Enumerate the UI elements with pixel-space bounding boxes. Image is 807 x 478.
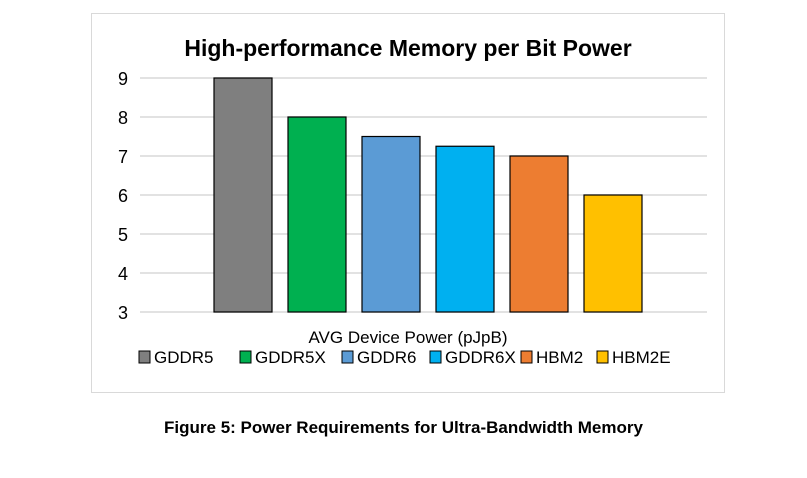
y-tick-label: 9 — [118, 69, 128, 89]
chart-frame — [91, 13, 725, 393]
legend-label: GDDR5X — [255, 348, 326, 367]
legend-label: HBM2 — [536, 348, 583, 367]
legend-swatch — [239, 350, 252, 364]
legend-swatch — [520, 350, 533, 364]
bar-gddr6x — [435, 145, 495, 313]
legend-swatch — [429, 350, 442, 364]
y-tick-label: 4 — [118, 264, 128, 284]
legend-label: HBM2E — [612, 348, 671, 367]
chart-title: High-performance Memory per Bit Power — [184, 35, 631, 61]
legend-swatch — [138, 350, 151, 364]
y-tick-label: 3 — [118, 303, 128, 323]
legend-label: GDDR5 — [154, 348, 214, 367]
bar-hbm2 — [509, 155, 569, 313]
figure-caption: Figure 5: Power Requirements for Ultra-B… — [164, 418, 643, 437]
bar-hbm2e — [583, 194, 643, 313]
y-tick-label: 7 — [118, 147, 128, 167]
bar-gddr6 — [361, 135, 421, 313]
bar-gddr5x — [287, 116, 347, 313]
legend-label: GDDR6 — [357, 348, 417, 367]
y-tick-label: 5 — [118, 225, 128, 245]
y-tick-label: 8 — [118, 108, 128, 128]
legend-swatch — [341, 350, 354, 364]
legend-swatch — [596, 350, 609, 364]
legend-label: GDDR6X — [445, 348, 516, 367]
bar-gddr5 — [213, 77, 273, 313]
x-axis-label: AVG Device Power (pJpB) — [308, 328, 507, 347]
y-tick-label: 6 — [118, 186, 128, 206]
